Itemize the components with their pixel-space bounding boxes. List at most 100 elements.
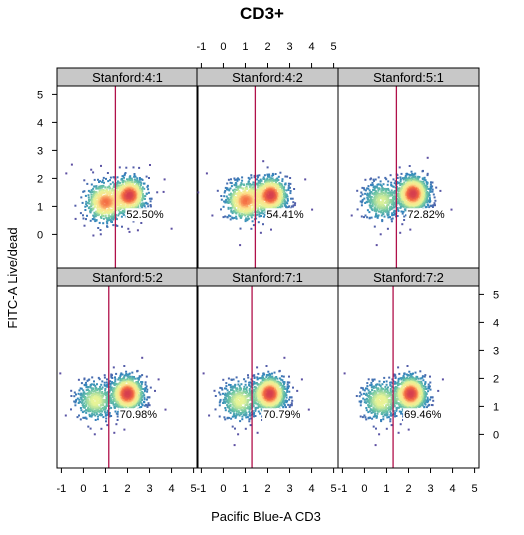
density-point: [407, 177, 410, 180]
density-point: [134, 202, 137, 205]
density-point: [125, 374, 128, 377]
density-point: [119, 373, 122, 376]
density-point: [128, 188, 131, 191]
density-point: [82, 214, 84, 217]
density-point: [356, 208, 359, 211]
density-point: [95, 412, 98, 414]
density-point: [426, 182, 429, 185]
density-point: [89, 386, 92, 389]
density-point: [390, 218, 393, 221]
density-point: [383, 215, 386, 218]
density-point: [99, 197, 102, 200]
density-point: [410, 179, 413, 182]
density-point: [375, 208, 378, 211]
density-point: [399, 178, 402, 181]
density-point: [266, 184, 269, 186]
density-point: [91, 414, 94, 417]
density-point: [105, 417, 108, 420]
density-point: [82, 404, 85, 407]
density-point: [421, 190, 424, 193]
panel-Stanford-4-2: 54.41%Stanford:4:2: [196, 67, 339, 269]
density-point: [131, 371, 134, 374]
density-point: [241, 212, 243, 215]
density-point: [368, 194, 371, 197]
density-point: [146, 185, 149, 188]
density-point: [376, 206, 379, 209]
density-point: [405, 201, 408, 203]
density-point: [286, 199, 289, 202]
density-point: [382, 189, 385, 191]
density-point: [124, 181, 127, 184]
density-point: [249, 212, 252, 215]
density-point: [93, 200, 96, 203]
density-point: [73, 395, 76, 398]
density-point: [385, 178, 388, 181]
density-point: [235, 215, 238, 218]
density-point: [250, 195, 252, 198]
density-point: [366, 192, 369, 195]
density-point: [104, 387, 107, 390]
density-point: [85, 409, 88, 412]
density-point: [386, 204, 389, 207]
density-point: [369, 178, 372, 181]
density-point: [156, 191, 159, 194]
density-point: [89, 191, 92, 194]
density-point: [141, 194, 144, 197]
density-point: [283, 192, 285, 195]
density-point: [94, 414, 97, 417]
density-point: [271, 181, 274, 183]
density-point: [373, 199, 376, 202]
density-point: [275, 178, 278, 180]
density-point: [435, 186, 438, 189]
density-point: [393, 206, 396, 209]
density-point: [231, 211, 234, 214]
percent-label: 52.50%: [126, 209, 164, 221]
density-point: [51, 183, 53, 185]
density-point: [375, 213, 377, 216]
density-point: [382, 183, 385, 186]
density-point: [389, 206, 392, 209]
density-point: [417, 202, 419, 205]
density-point: [283, 189, 286, 192]
density-point: [256, 206, 259, 209]
density-point: [102, 184, 105, 187]
density-point: [103, 181, 105, 184]
density-point: [258, 215, 261, 218]
density-point: [235, 196, 238, 199]
density-point: [377, 204, 380, 207]
density-point: [399, 231, 402, 234]
density-point: [247, 176, 250, 179]
density-point: [110, 208, 113, 211]
density-point: [423, 184, 426, 187]
density-point: [418, 187, 421, 190]
density-point: [370, 195, 373, 198]
density-point: [271, 177, 274, 180]
density-point: [91, 203, 94, 206]
density-point: [412, 173, 415, 176]
density-point: [311, 208, 314, 211]
density-point: [95, 197, 98, 200]
panel-border: [56, 85, 199, 269]
density-point: [99, 233, 102, 236]
density-point: [389, 216, 391, 219]
density-point: [269, 186, 272, 189]
density-point: [139, 185, 141, 188]
density-point: [111, 194, 114, 197]
percent-label: 72.82%: [407, 209, 445, 221]
density-point: [106, 219, 109, 222]
density-point: [106, 172, 109, 174]
density-point: [246, 218, 249, 221]
density-point: [237, 197, 240, 200]
density-point: [144, 387, 147, 390]
density-point: [250, 193, 253, 196]
density-point: [139, 181, 142, 184]
density-point: [138, 187, 141, 190]
density-point: [240, 182, 243, 185]
density-point: [428, 201, 431, 204]
density-point: [387, 213, 390, 216]
density-point: [245, 204, 248, 207]
density-point: [106, 400, 109, 403]
density-point: [392, 185, 395, 188]
density-point: [425, 198, 428, 201]
density-point: [233, 216, 236, 219]
